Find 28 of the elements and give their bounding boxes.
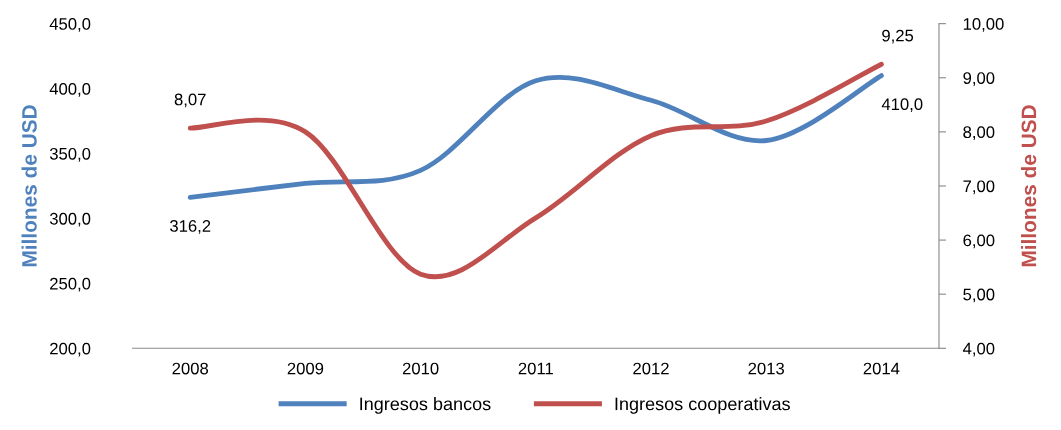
y2-tick-label: 5,00 bbox=[963, 288, 995, 303]
x-tick-label: 2013 bbox=[748, 362, 784, 375]
y2-tick-label: 10,00 bbox=[963, 18, 1004, 32]
x-tick-label: 2012 bbox=[633, 362, 669, 375]
y2-axis-title: Millones de USD bbox=[1020, 105, 1037, 267]
y2-tick-label: 9,00 bbox=[963, 72, 995, 86]
data-label: 316,2 bbox=[170, 220, 211, 234]
data-label: 9,25 bbox=[882, 29, 914, 44]
y-tick-label: 250,0 bbox=[50, 277, 91, 292]
data-label: 410,0 bbox=[881, 98, 923, 113]
y-tick-label: 450,0 bbox=[49, 18, 91, 32]
x-tick-label: 2008 bbox=[172, 362, 209, 375]
x-tick-label: 2010 bbox=[402, 362, 439, 375]
y-tick-label: 350,0 bbox=[49, 147, 91, 162]
legend-label: Ingresos cooperativas bbox=[615, 397, 790, 414]
y-tick-label: 200,0 bbox=[50, 342, 91, 357]
x-tick-label: 2014 bbox=[863, 362, 900, 375]
y2-tick-label: 7,00 bbox=[963, 180, 995, 195]
y-axis-title: Millones de USD bbox=[21, 105, 37, 267]
y-tick-label: 400,0 bbox=[49, 82, 91, 97]
legend-label: Ingresos bancos bbox=[360, 397, 491, 414]
x-tick-label: 2011 bbox=[518, 362, 553, 375]
y2-tick-label: 6,00 bbox=[963, 234, 995, 249]
data-label: 8,07 bbox=[174, 93, 206, 108]
x-tick-label: 2009 bbox=[287, 362, 324, 375]
y2-tick-label: 4,00 bbox=[962, 342, 995, 357]
y-tick-label: 300,0 bbox=[49, 212, 91, 227]
y2-tick-label: 8,00 bbox=[963, 126, 995, 141]
